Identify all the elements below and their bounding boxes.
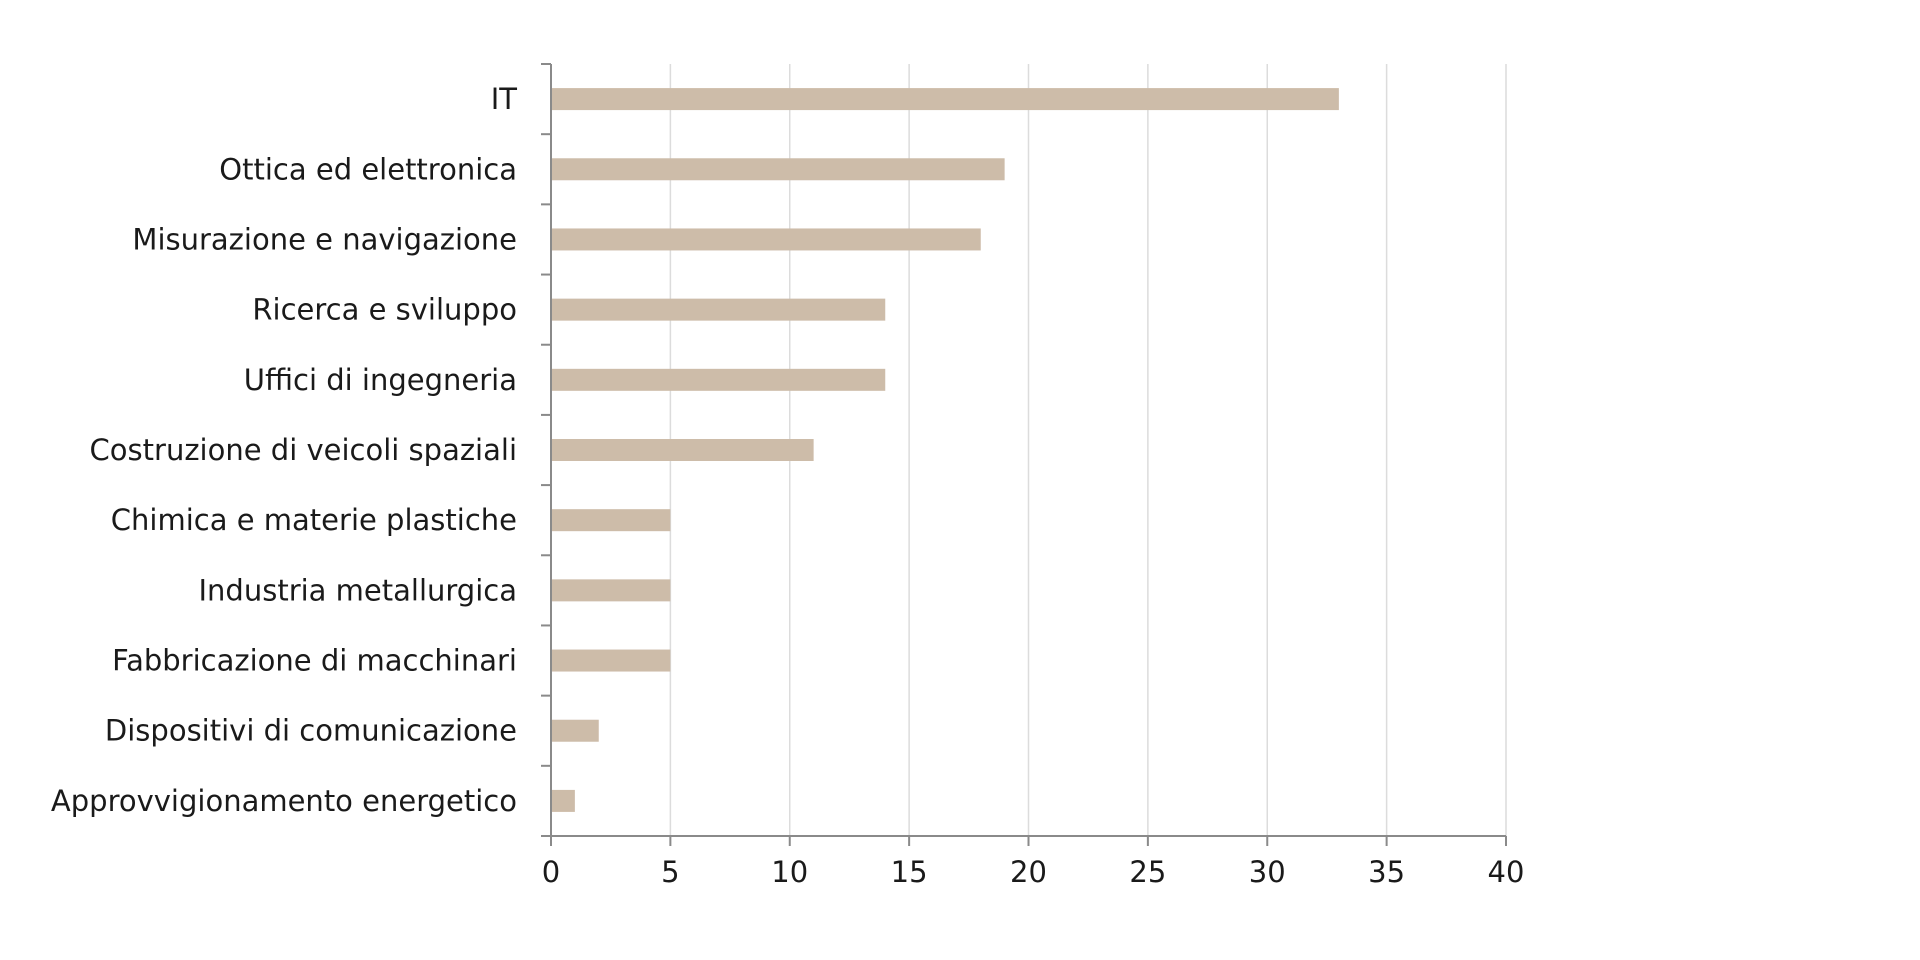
category-label-4: Ricerca e sviluppo bbox=[252, 293, 517, 327]
x-tick-label-10: 10 bbox=[771, 855, 808, 889]
bar-9 bbox=[551, 649, 671, 672]
x-tick-labels: 0 5 10 15 20 25 30 35 40 bbox=[542, 855, 1525, 889]
x-tick-label-35: 35 bbox=[1368, 855, 1405, 889]
x-tick-label-15: 15 bbox=[891, 855, 928, 889]
category-label-3: Misurazione e navigazione bbox=[132, 222, 517, 256]
x-tick-label-40: 40 bbox=[1488, 855, 1525, 889]
category-label-9: Fabbricazione di macchinari bbox=[112, 644, 517, 678]
category-label-8: Industria metallurgica bbox=[199, 573, 518, 607]
axes bbox=[541, 63, 1507, 846]
category-labels: IT Ottica ed elettronica Misurazione e nav… bbox=[51, 82, 517, 818]
x-tick-label-5: 5 bbox=[661, 855, 679, 889]
bar-1 bbox=[551, 88, 1339, 111]
bar-8 bbox=[551, 579, 671, 602]
bar-5 bbox=[551, 368, 886, 391]
category-label-2: Ottica ed elettronica bbox=[219, 152, 517, 186]
bar-10 bbox=[551, 719, 599, 742]
bar-3 bbox=[551, 228, 981, 251]
category-label-11: Approvvigionamento energetico bbox=[51, 784, 517, 818]
grid-lines bbox=[669, 64, 1507, 836]
bars bbox=[551, 88, 1339, 812]
x-tick-label-30: 30 bbox=[1249, 855, 1286, 889]
x-tick-label-25: 25 bbox=[1129, 855, 1166, 889]
bar-11 bbox=[551, 789, 575, 812]
category-label-1: IT bbox=[491, 82, 518, 116]
bar-6 bbox=[551, 439, 814, 461]
category-label-5: Uffici di ingegneria bbox=[244, 363, 517, 397]
bar-7 bbox=[551, 509, 671, 532]
category-label-7: Chimica e materie plastiche bbox=[111, 503, 517, 537]
bar-2 bbox=[551, 158, 1005, 181]
bar-4 bbox=[551, 298, 886, 321]
x-tick-label-0: 0 bbox=[542, 855, 560, 889]
category-label-10: Dispositivi di comunicazione bbox=[105, 714, 517, 748]
category-label-6: Costruzione di veicoli spaziali bbox=[90, 433, 517, 467]
x-tick-label-20: 20 bbox=[1010, 855, 1047, 889]
